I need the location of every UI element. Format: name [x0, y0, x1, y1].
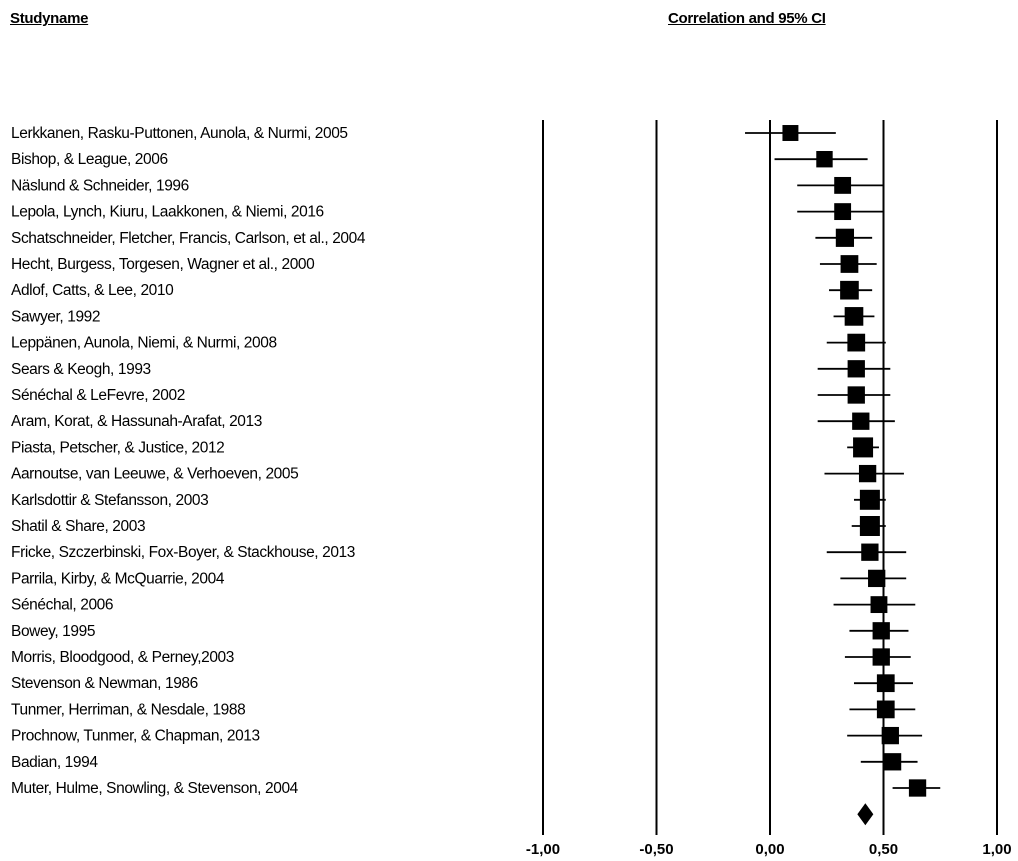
study-label: Stevenson & Newman, 1986: [11, 675, 198, 692]
effect-markers: [782, 125, 927, 826]
study-label: Bishop, & League, 2006: [11, 151, 168, 168]
study-label: Schatschneider, Fletcher, Francis, Carls…: [11, 230, 366, 247]
study-label: Karlsdottir & Stefansson, 2003: [11, 492, 208, 509]
effect-marker: [782, 125, 799, 141]
study-label: Hecht, Burgess, Torgesen, Wagner et al.,…: [11, 256, 315, 273]
tick-label: -0,50: [639, 841, 673, 858]
effect-marker: [835, 228, 855, 247]
effect-marker: [861, 543, 879, 561]
effect-marker: [859, 516, 880, 536]
effect-marker: [876, 674, 895, 693]
effect-marker: [868, 569, 886, 588]
study-label: Näslund & Schneider, 1996: [11, 177, 189, 194]
study-label: Morris, Bloodgood, & Perney,2003: [11, 649, 234, 666]
effect-marker: [834, 203, 852, 221]
effect-marker: [881, 726, 899, 745]
effect-marker: [872, 622, 890, 640]
study-name-header: Studyname: [10, 10, 89, 27]
effect-marker: [872, 648, 890, 666]
study-label: Lepola, Lynch, Kiuru, Laakkonen, & Niemi…: [11, 204, 324, 221]
effect-marker: [852, 412, 870, 430]
study-label: Fricke, Szczerbinski, Fox-Boyer, & Stack…: [11, 544, 355, 561]
study-label: Sawyer, 1992: [11, 308, 100, 325]
tick-label: 0,00: [755, 841, 784, 858]
x-axis-tick-labels: -1,00 -0,50 0,00 0,50 1,00: [526, 841, 1012, 858]
effect-marker: [840, 255, 859, 273]
effect-marker: [847, 333, 866, 352]
summary-diamond: [857, 803, 874, 826]
effect-marker: [908, 779, 927, 797]
study-label: Leppänen, Aunola, Niemi, & Nurmi, 2008: [11, 335, 277, 352]
correlation-ci-header: Correlation and 95% CI: [668, 10, 826, 27]
tick-label: 0,50: [869, 841, 898, 858]
study-label: Shatil & Share, 2003: [11, 518, 145, 535]
effect-marker: [847, 386, 865, 404]
effect-marker: [876, 700, 895, 719]
tick-label: 1,00: [982, 841, 1011, 858]
effect-marker: [816, 151, 833, 168]
effect-marker: [834, 176, 852, 194]
study-labels: Lerkkanen, Rasku-Puttonen, Aunola, & Nur…: [11, 125, 366, 797]
study-label: Sénéchal, 2006: [11, 597, 113, 614]
effect-marker: [883, 753, 902, 771]
effect-marker: [858, 464, 877, 483]
study-label: Adlof, Catts, & Lee, 2010: [11, 282, 174, 299]
study-label: Bowey, 1995: [11, 623, 95, 640]
effect-marker: [840, 280, 859, 300]
tick-label: -1,00: [526, 841, 560, 858]
effect-marker: [844, 307, 864, 326]
study-label: Prochnow, Tunmer, & Chapman, 2013: [11, 728, 260, 745]
study-label: Piasta, Petscher, & Justice, 2012: [11, 439, 224, 456]
study-label: Aram, Korat, & Hassunah-Arafat, 2013: [11, 413, 262, 430]
effect-marker: [853, 437, 874, 458]
reference-lines: [542, 120, 998, 835]
study-label: Aarnoutse, van Leeuwe, & Verhoeven, 2005: [11, 466, 298, 483]
effect-marker: [859, 489, 880, 510]
effect-marker: [870, 596, 888, 614]
study-label: Badian, 1994: [11, 754, 98, 771]
study-label: Sears & Keogh, 1993: [11, 361, 151, 378]
study-label: Muter, Hulme, Snowling, & Stevenson, 200…: [11, 780, 299, 797]
study-label: Parrila, Kirby, & McQuarrie, 2004: [11, 570, 225, 587]
study-label: Tunmer, Herriman, & Nesdale, 1988: [11, 701, 245, 718]
study-label: Lerkkanen, Rasku-Puttonen, Aunola, & Nur…: [11, 125, 348, 142]
study-label: Sénéchal & LeFevre, 2002: [11, 387, 185, 404]
effect-marker: [847, 360, 865, 378]
